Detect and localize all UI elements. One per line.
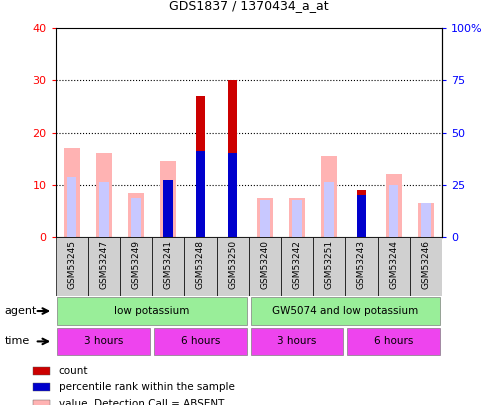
Bar [228, 81, 238, 237]
FancyBboxPatch shape [251, 297, 440, 324]
Bar [421, 203, 431, 237]
Bar [67, 177, 76, 237]
Bar [385, 175, 402, 237]
Text: time: time [5, 337, 30, 346]
Bar [228, 153, 238, 237]
Text: agent: agent [5, 306, 37, 316]
Bar [389, 185, 398, 237]
Bar [33, 400, 50, 405]
Text: GSM53240: GSM53240 [260, 240, 270, 289]
Bar [33, 383, 50, 392]
Bar [356, 195, 366, 237]
Text: GSM53245: GSM53245 [67, 240, 76, 289]
Bar [56, 237, 88, 296]
FancyBboxPatch shape [347, 328, 440, 355]
Bar [88, 237, 120, 296]
Bar [64, 148, 80, 237]
Text: 3 hours: 3 hours [84, 336, 124, 346]
Bar [378, 237, 410, 296]
FancyBboxPatch shape [154, 328, 247, 355]
FancyBboxPatch shape [57, 328, 150, 355]
Bar [163, 179, 173, 237]
Bar [163, 179, 173, 237]
Bar [160, 161, 176, 237]
Bar [292, 200, 302, 237]
Text: GSM53246: GSM53246 [421, 240, 430, 289]
Bar [356, 190, 366, 237]
Bar [281, 237, 313, 296]
Text: value, Detection Call = ABSENT: value, Detection Call = ABSENT [59, 399, 224, 405]
Bar [128, 193, 144, 237]
Bar [249, 237, 281, 296]
Bar [345, 237, 378, 296]
Text: percentile rank within the sample: percentile rank within the sample [59, 382, 235, 392]
Text: low potassium: low potassium [114, 306, 190, 316]
Text: GSM53242: GSM53242 [293, 240, 301, 289]
Bar [99, 182, 109, 237]
Text: GSM53251: GSM53251 [325, 240, 334, 289]
Bar [131, 198, 141, 237]
Bar [260, 200, 270, 237]
Text: GSM53249: GSM53249 [131, 240, 141, 289]
Bar [120, 237, 152, 296]
Text: GSM53243: GSM53243 [357, 240, 366, 289]
Bar [257, 198, 273, 237]
Bar [196, 96, 205, 237]
Text: GSM53248: GSM53248 [196, 240, 205, 289]
Text: GSM53247: GSM53247 [99, 240, 108, 289]
Bar [185, 237, 216, 296]
Text: 3 hours: 3 hours [277, 336, 317, 346]
Bar [418, 203, 434, 237]
Text: 6 hours: 6 hours [374, 336, 413, 346]
Bar [289, 198, 305, 237]
Bar [196, 151, 205, 237]
Text: 6 hours: 6 hours [181, 336, 220, 346]
Text: GW5074 and low potassium: GW5074 and low potassium [272, 306, 418, 316]
Bar [152, 237, 185, 296]
Text: GDS1837 / 1370434_a_at: GDS1837 / 1370434_a_at [169, 0, 328, 12]
Text: GSM53241: GSM53241 [164, 240, 173, 289]
Bar [410, 237, 442, 296]
Bar [96, 153, 112, 237]
Bar [325, 182, 334, 237]
FancyBboxPatch shape [251, 328, 343, 355]
Text: GSM53250: GSM53250 [228, 240, 237, 289]
Bar [321, 156, 337, 237]
Text: GSM53244: GSM53244 [389, 240, 398, 289]
Bar [313, 237, 345, 296]
Text: count: count [59, 366, 88, 376]
Bar [33, 367, 50, 375]
Bar [216, 237, 249, 296]
FancyBboxPatch shape [57, 297, 247, 324]
